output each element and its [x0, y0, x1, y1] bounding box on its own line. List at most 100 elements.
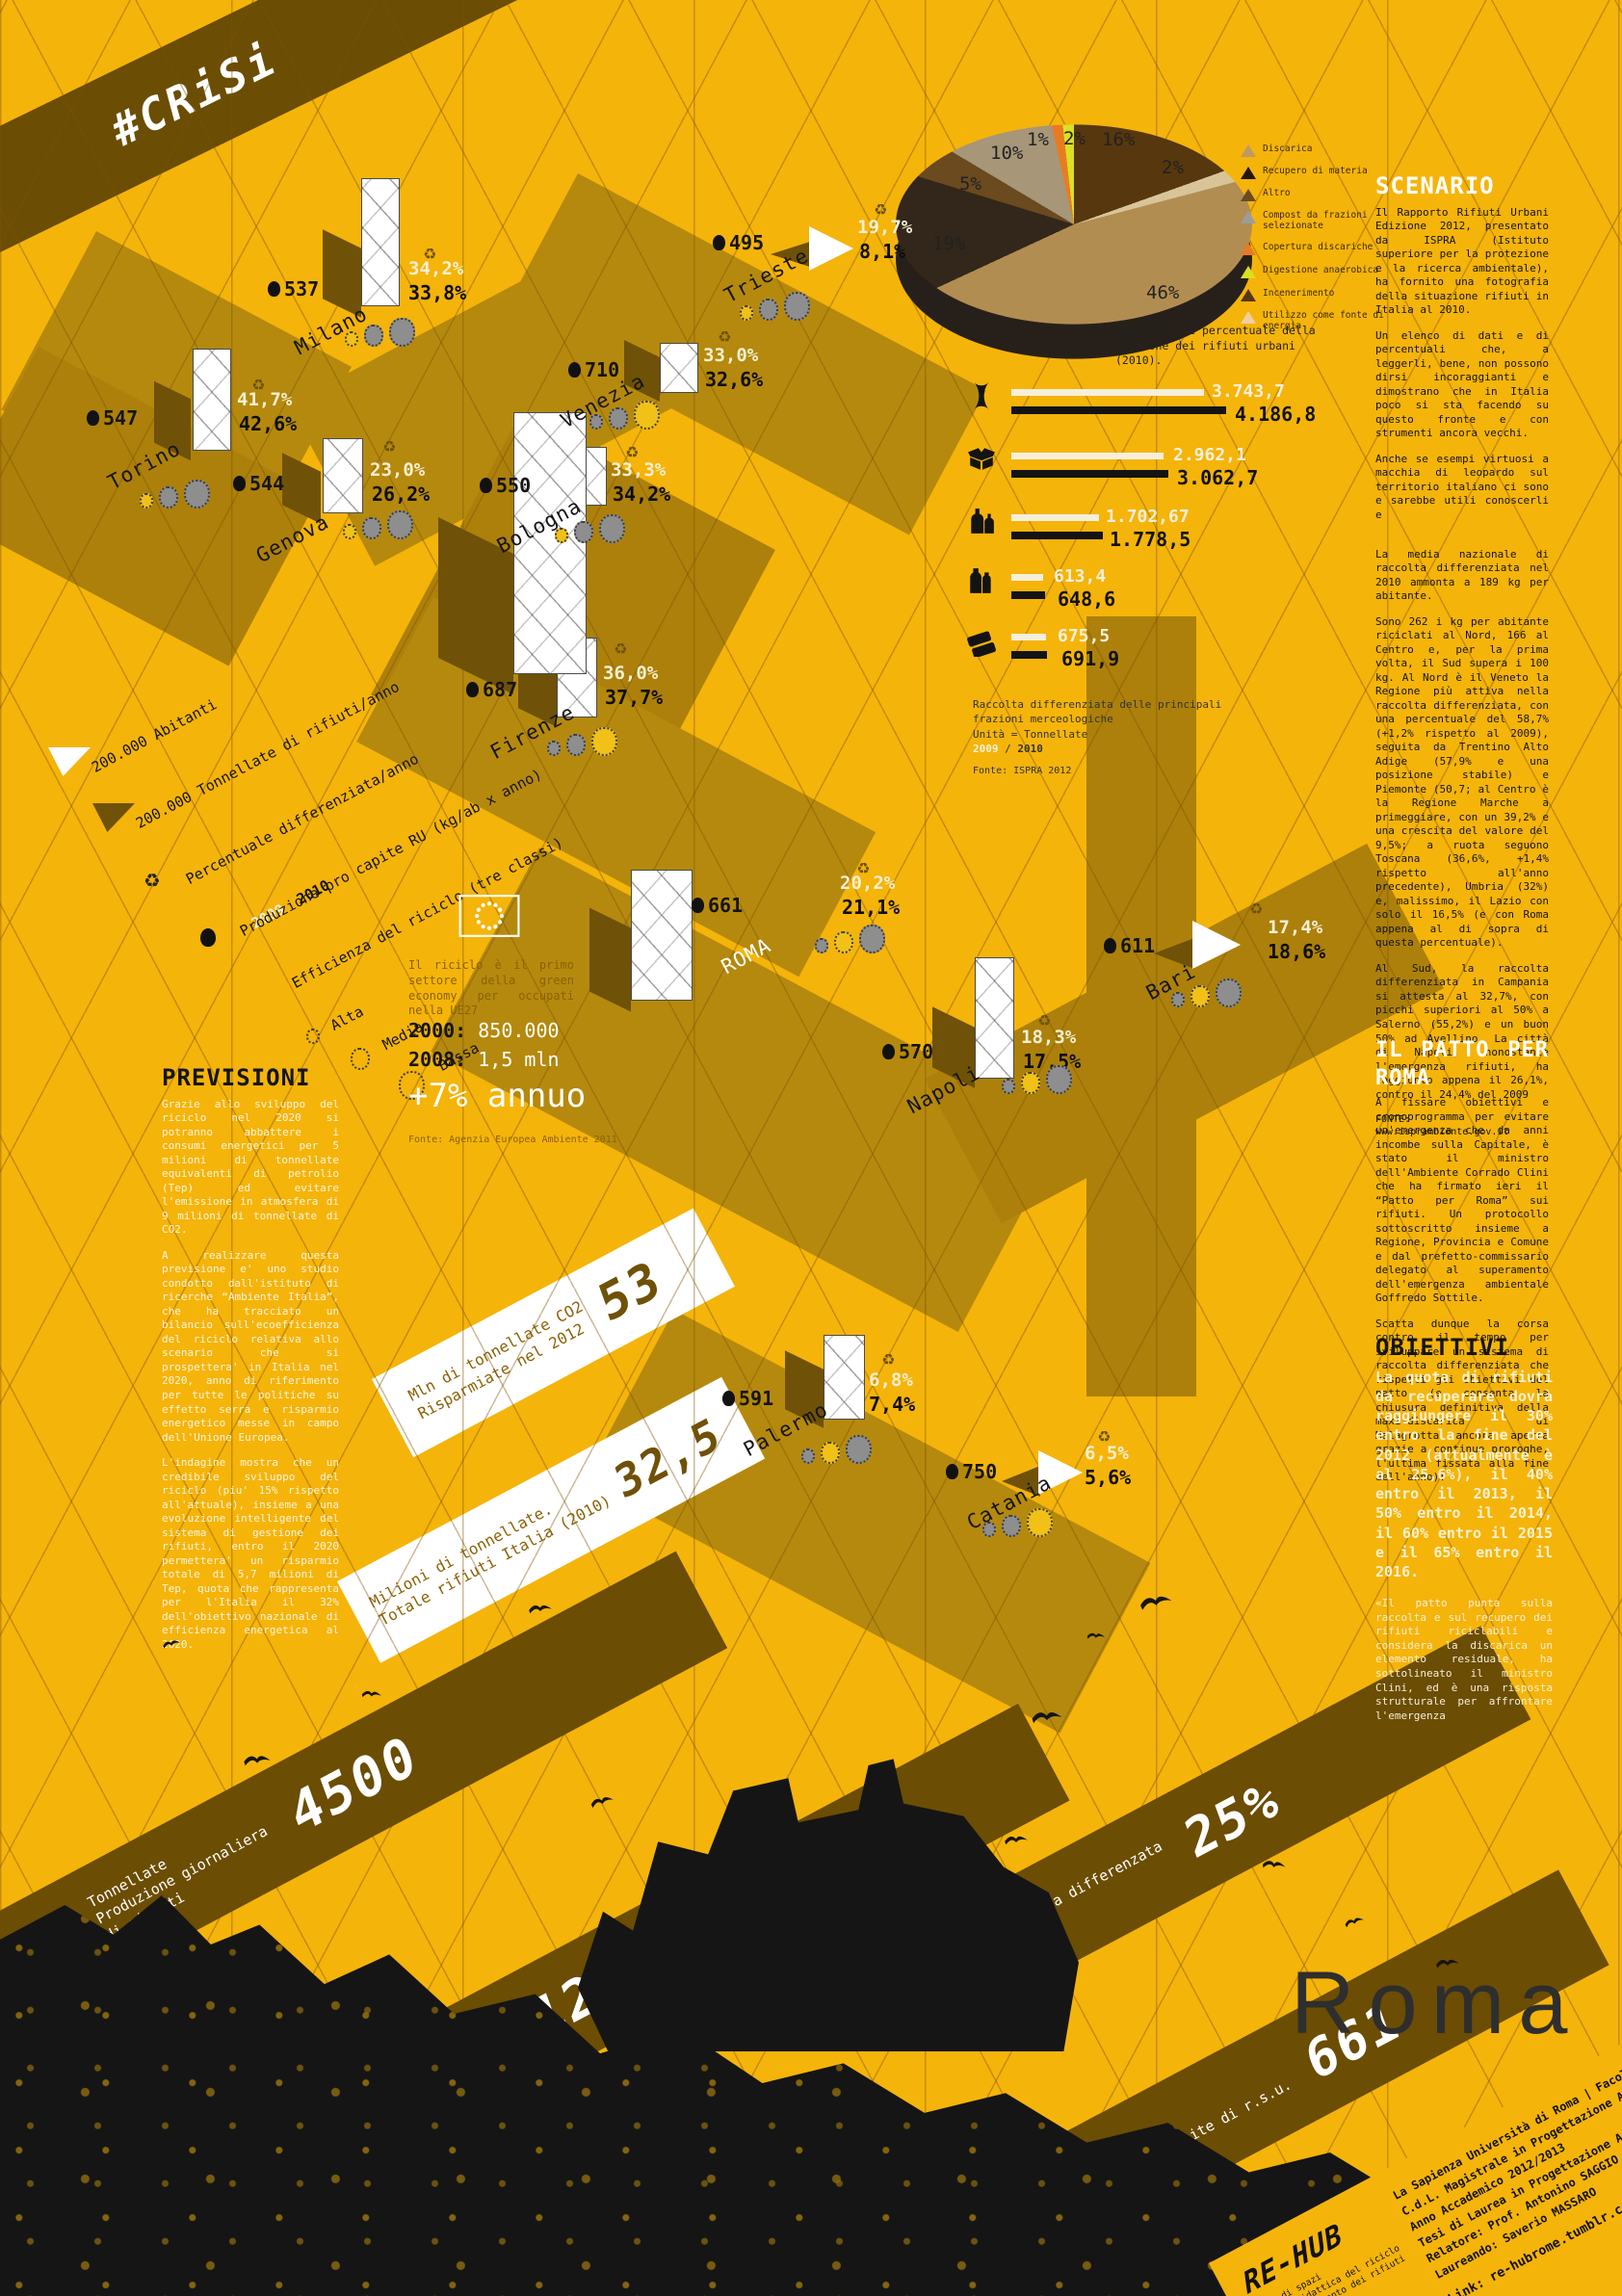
city-napoli-pct-2009: 18,3% [1021, 1027, 1077, 1048]
pie-legend-item: Altro [1241, 188, 1395, 201]
city-bologna-pct-2009: 33,3% [611, 459, 667, 481]
scenario-p2: Un elenco di dati e di percentuali che, … [1375, 328, 1549, 440]
city-roma-pct-2010: 21,1% [842, 896, 901, 919]
city-bari-procapite: 611 [1104, 934, 1155, 957]
pie-chart [896, 124, 1252, 325]
city-bologna-efficiency-bags [555, 514, 625, 543]
legend-abitanti: 200.000 Abitanti [89, 695, 221, 776]
recycle-icon: ♻ [615, 636, 627, 659]
recycle-icon: ♻ [626, 439, 639, 462]
bag-alta-icon [306, 1029, 320, 1044]
obiettivi-p1: La quota di rifiuti da recuperare dovrà … [1375, 1368, 1553, 1581]
recycle-icon: ♻ [383, 433, 396, 457]
bar-value-2009: 675,5 [1058, 626, 1111, 646]
pie-legend-item: Recupero di materia [1241, 166, 1395, 179]
pie-label: 1% [1027, 129, 1049, 150]
city-venezia-procapite: 710 [568, 358, 619, 381]
green-growth: +7% annuo [408, 1077, 587, 1115]
city-palermo-procapite: 591 [722, 1387, 773, 1410]
pie-label: 5% [959, 173, 981, 195]
city-firenze-procapite: 687 [466, 678, 517, 701]
city-bologna-pct-2010: 34,2% [613, 483, 671, 506]
city-trieste-efficiency-bags [740, 292, 810, 321]
green-economy-text: Il riciclo è il primo settore della gree… [408, 958, 574, 1018]
city-bari-pct-2009: 17,4% [1268, 917, 1323, 938]
city-napoli-efficiency-bags [1002, 1065, 1072, 1094]
green-2008-row: 2008: 1,5 mln [408, 1048, 560, 1071]
city-bari-efficiency-bags [1171, 978, 1242, 1007]
previsioni-title: PREVISIONI [162, 1064, 311, 1091]
legend-triangle-icon [1241, 211, 1256, 223]
city-milano-pct-2009: 34,2% [408, 258, 464, 279]
bird-icon [1005, 1836, 1028, 1845]
previsioni-p3: L'indagine mostra che un credibile svilu… [162, 1456, 339, 1651]
city-catania-efficiency-bags [982, 1508, 1053, 1537]
recycle-icon: ♻ [424, 241, 436, 264]
fractions-source: Fonte: ISPRA 2012 [973, 766, 1072, 776]
fractions-title: Raccolta differenziata delle principali … [973, 698, 1222, 726]
green-2000-label: 2000: [408, 1019, 467, 1042]
previsioni-p2: A realizzare questa previsione e' uno st… [162, 1248, 339, 1444]
green-2008-label: 2008: [408, 1048, 467, 1071]
scenario-source: FONTE: www.isprambiente.gov.it [1375, 1114, 1509, 1138]
scenario-p6: Al Sud, la raccolta differenziata in Cam… [1375, 961, 1549, 1101]
city-trieste-procapite: 495 [713, 231, 764, 254]
city-torino-efficiency-bags [140, 480, 210, 509]
scenario-section: SCENARIO Il Rapporto Rifiuti Urbani Ediz… [1375, 171, 1549, 1150]
bar-2009 [1011, 634, 1046, 640]
pie-caption: Ripartizione percentuale della gestione … [1115, 324, 1316, 368]
bar-2010 [1011, 406, 1227, 414]
obiettivi-section: OBIETTIVI La quota di rifiuti da recuper… [1375, 1333, 1553, 1735]
city-palermo-efficiency-bags [801, 1435, 872, 1464]
bird-icon [1436, 1959, 1459, 1969]
legend-triangle-icon [1241, 167, 1256, 179]
bar-value-2010: 648,6 [1058, 587, 1116, 611]
bar-2009 [1011, 514, 1099, 521]
bar-value-2009: 2.962,1 [1173, 445, 1246, 465]
city-roma-efficiency-bags [815, 925, 885, 953]
bird-icon [529, 1605, 552, 1614]
pie-legend-item: Utilizzo come fonte di energia [1241, 310, 1395, 332]
city-venezia-efficiency-bags [589, 401, 660, 430]
city-bologna-procapite: 550 [480, 474, 531, 497]
city-palermo-population-prism [824, 1335, 865, 1420]
city-torino-pct-2009: 41,7% [237, 389, 293, 410]
plastic-bottles-icon [970, 568, 991, 593]
bar-value-2009: 1.702,67 [1106, 507, 1190, 527]
metal-cans-icon [967, 631, 996, 657]
legend-triangle-icon [1241, 289, 1256, 301]
city-trieste-population-prism [809, 226, 853, 271]
fractions-year-2009: 2009 [973, 743, 999, 756]
bar-2010 [1011, 651, 1047, 659]
scenario-p3: Anche se esempi virtuosi a macchia di le… [1375, 452, 1549, 521]
pie-legend-item: Discarica [1241, 144, 1395, 157]
central-tower-population-prism [513, 412, 587, 674]
city-palermo-pct-2009: 6,8% [869, 1370, 913, 1391]
city-venezia-pct-2010: 32,6% [705, 368, 764, 391]
recycle-icon: ♻ [882, 1346, 895, 1370]
pie-legend-item: Compost da frazioni selezionate [1241, 210, 1395, 232]
bar-value-2009: 613,4 [1054, 566, 1107, 587]
city-napoli-population-prism [975, 957, 1014, 1079]
city-torino-population-prism [193, 349, 231, 451]
city-catania-procapite: 750 [946, 1460, 997, 1483]
city-genova-pct-2009: 23,0% [370, 459, 426, 481]
bar-2010 [1011, 470, 1169, 478]
city-firenze-pct-2010: 37,7% [605, 686, 664, 709]
city-trieste-pct-2009: 19,7% [857, 217, 913, 238]
bar-2009 [1011, 389, 1204, 396]
recycle-icon: ♻ [144, 865, 160, 894]
city-catania-pct-2010: 5,6% [1085, 1466, 1132, 1489]
recycle-icon: ♻ [252, 372, 265, 395]
recycle-icon: ♻ [857, 855, 870, 878]
pie-legend-item: Digestione anaerobica [1241, 265, 1395, 278]
bag-bassa-icon [399, 1071, 425, 1100]
city-firenze-pct-2009: 36,0% [603, 663, 659, 684]
city-milano-procapite: 537 [268, 277, 319, 300]
legend-triangle-icon [1241, 189, 1256, 201]
bar-2010 [1011, 532, 1103, 539]
scenario-p5: Sono 262 i kg per abitante riciclati al … [1375, 614, 1549, 950]
obiettivi-p2: «Il patto punta sulla raccolta e sul rec… [1375, 1597, 1553, 1722]
city-milano-efficiency-bags [345, 318, 415, 347]
